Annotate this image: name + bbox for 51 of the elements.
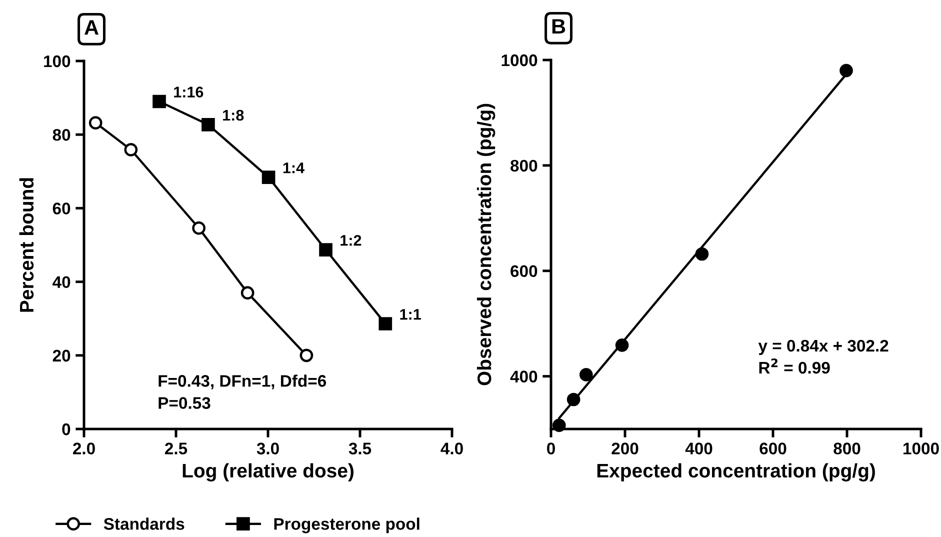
annotation: R$^{2}$ = 0.99 xyxy=(759,358,830,374)
y-tick-label: 60 xyxy=(52,202,70,214)
annotation: 1:16 xyxy=(174,86,204,98)
point xyxy=(300,348,314,362)
x-tick-label: 800 xyxy=(834,442,860,454)
y-tick-label: 600 xyxy=(510,265,538,278)
point xyxy=(840,64,853,78)
point xyxy=(202,118,215,132)
point xyxy=(579,368,593,382)
y-tick-label: 0 xyxy=(62,423,70,436)
x-tick-label: 400 xyxy=(685,442,712,454)
y-tick-label: 800 xyxy=(510,160,538,172)
annotation: 1:2 xyxy=(340,234,362,246)
y-tick-label: 80 xyxy=(52,129,70,141)
annotation: 1:8 xyxy=(223,110,244,121)
x-tick-label: 1000 xyxy=(904,442,939,454)
annotation: P=0.53 xyxy=(158,397,210,409)
x-tick-label: 2.5 xyxy=(164,442,188,454)
legend-label: Standards xyxy=(104,518,184,530)
legend-label: Progesterone pool xyxy=(274,518,420,534)
chart-title: B xyxy=(552,19,566,34)
x-tick-label: 600 xyxy=(760,442,786,454)
annotation: 1:4 xyxy=(283,162,304,174)
point xyxy=(192,221,206,235)
x-tick-label: 200 xyxy=(612,442,638,454)
x-tick-label: 0 xyxy=(547,442,555,454)
y-tick-label: 400 xyxy=(510,370,538,382)
x-axis-title: Log (relative dose) xyxy=(182,463,354,482)
x-axis-title: Expected concentration (pg/g) xyxy=(597,463,875,482)
x-tick-label: 3.5 xyxy=(348,442,372,454)
annotation: y = 0.84x + 302.2 xyxy=(758,340,888,355)
chart-title: A xyxy=(84,20,98,35)
y-axis-title: Observed concentration (pg/g) xyxy=(476,104,496,386)
x-tick-label: 4.0 xyxy=(440,442,463,454)
x-tick-label: 2.0 xyxy=(72,442,95,454)
annotation: 1:1 xyxy=(400,309,421,320)
annotation: F=0.43, DFn=1, Dfd=6 xyxy=(158,374,326,390)
point xyxy=(262,170,276,184)
point xyxy=(152,94,166,108)
point xyxy=(319,243,332,256)
y-tick-label: 100 xyxy=(44,55,70,68)
point xyxy=(124,143,138,156)
y-tick-label: 40 xyxy=(52,276,70,288)
x-tick-label: 3.0 xyxy=(256,442,279,454)
point xyxy=(552,418,566,432)
y-tick-label: 20 xyxy=(52,350,70,362)
y-axis-title: Percent bound xyxy=(19,178,34,312)
point xyxy=(88,116,102,130)
y-tick-label: 1000 xyxy=(502,54,538,66)
point xyxy=(240,286,254,300)
point xyxy=(378,317,392,330)
